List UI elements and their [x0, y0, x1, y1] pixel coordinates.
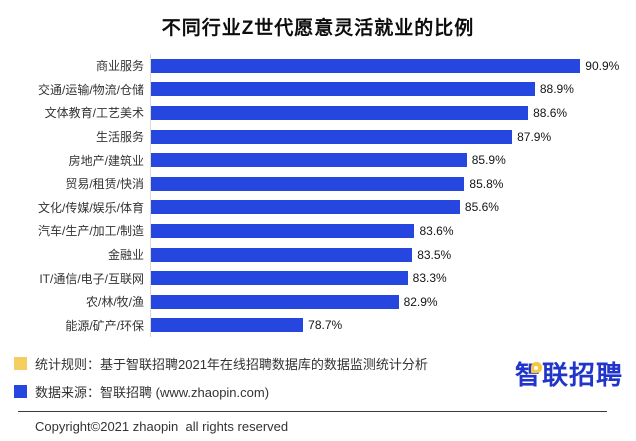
category-label: 能源/矿产/环保: [65, 318, 144, 333]
value-label: 78.7%: [308, 318, 343, 333]
bar: [151, 223, 415, 238]
chart-title: 不同行业Z世代愿意灵活就业的比例: [161, 18, 475, 39]
chart-row: 交通/运输/物流/仓储 88.9%: [0, 77, 636, 102]
chart-row: 生活服务 87.9%: [0, 124, 636, 149]
footer-divider: [18, 411, 607, 413]
chart-row: 房地产/建筑业 85.9%: [0, 148, 636, 172]
value-label: 83.6%: [419, 223, 454, 238]
zhaopin-logo: 智联招聘: [515, 361, 623, 390]
chart-row: 商业服务 90.9%: [0, 54, 636, 78]
plot-area: 88.6%: [150, 101, 628, 125]
value-label: 83.3%: [412, 271, 447, 286]
copyright-text: Copyright©2021 zhaopin all rights reserv…: [35, 419, 289, 435]
category-label: 农/林/牧/渔: [85, 295, 144, 310]
chart-row: 文化/传媒/娱乐/体育 85.6%: [0, 195, 636, 220]
value-label: 88.6%: [533, 105, 568, 120]
plot-area: 82.9%: [150, 289, 628, 314]
category-label: IT/通信/电子/互联网: [39, 271, 144, 286]
bar-chart: 商业服务 90.9% 交通/运输/物流/仓储 88.9% 文体教育/工艺美术 8…: [0, 54, 636, 338]
plot-area: 85.9%: [150, 148, 628, 172]
chart-row: 文体教育/工艺美术 88.6%: [0, 101, 636, 125]
plot-area: 83.5%: [150, 242, 628, 267]
legend-text-source: 数据来源：智联招聘 (www.zhaopin.com): [35, 385, 270, 401]
logo-speech-bubble-icon: [530, 362, 542, 374]
category-label: 商业服务: [95, 59, 144, 74]
chart-row: 贸易/租赁/快消 85.8%: [0, 171, 636, 196]
bar: [151, 58, 581, 73]
plot-area: 88.9%: [150, 77, 628, 102]
chart-row: IT/通信/电子/互联网 83.3%: [0, 266, 636, 290]
plot-area: 87.9%: [150, 124, 628, 149]
category-label: 文化/传媒/娱乐/体育: [37, 200, 144, 215]
bar: [151, 318, 304, 333]
bar: [151, 153, 467, 168]
plot-area: 85.8%: [150, 171, 628, 196]
category-label: 贸易/租赁/快消: [65, 177, 144, 192]
footer: 统计规则：基于智联招聘2021年在线招聘数据库的数据监测统计分析 数据来源：智联…: [0, 354, 636, 434]
category-label: 文体教育/工艺美术: [44, 106, 144, 121]
value-label: 85.8%: [469, 176, 504, 191]
plot-area: 83.6%: [150, 219, 628, 243]
plot-area: 78.7%: [150, 313, 628, 338]
bar: [151, 105, 529, 120]
plot-area: 83.3%: [150, 266, 628, 290]
chart-row: 能源/矿产/环保 78.7%: [0, 313, 636, 338]
legend-marker-yellow-icon: [14, 357, 27, 371]
legend-row-source: 数据来源：智联招聘 (www.zhaopin.com): [14, 382, 636, 401]
category-label: 生活服务: [95, 130, 144, 145]
category-label: 交通/运输/物流/仓储: [37, 82, 144, 97]
value-label: 88.9%: [539, 82, 574, 97]
bar: [151, 129, 513, 144]
value-label: 85.9%: [471, 153, 506, 168]
category-label: 房地产/建筑业: [68, 153, 144, 168]
plot-area: 85.6%: [150, 195, 628, 220]
bar: [151, 82, 535, 97]
plot-area: 90.9%: [150, 54, 628, 78]
bar: [151, 247, 413, 262]
chart-row: 金融业 83.5%: [0, 242, 636, 267]
category-label: 金融业: [107, 248, 144, 263]
bar: [151, 176, 465, 191]
legend-text-rules: 统计规则：基于智联招聘2021年在线招聘数据库的数据监测统计分析: [35, 357, 428, 373]
value-label: 87.9%: [517, 129, 552, 144]
category-label: 汽车/生产/加工/制造: [37, 224, 144, 239]
value-label: 82.9%: [403, 294, 438, 309]
value-label: 90.9%: [585, 58, 620, 73]
bar: [151, 271, 408, 286]
bar: [151, 200, 460, 215]
legend-marker-blue-icon: [14, 385, 27, 399]
bar: [151, 294, 399, 309]
chart-row: 汽车/生产/加工/制造 83.6%: [0, 219, 636, 243]
value-label: 85.6%: [464, 200, 499, 215]
legend-row-rules: 统计规则：基于智联招聘2021年在线招聘数据库的数据监测统计分析: [14, 354, 636, 373]
value-label: 83.5%: [417, 247, 452, 262]
chart-row: 农/林/牧/渔 82.9%: [0, 289, 636, 314]
